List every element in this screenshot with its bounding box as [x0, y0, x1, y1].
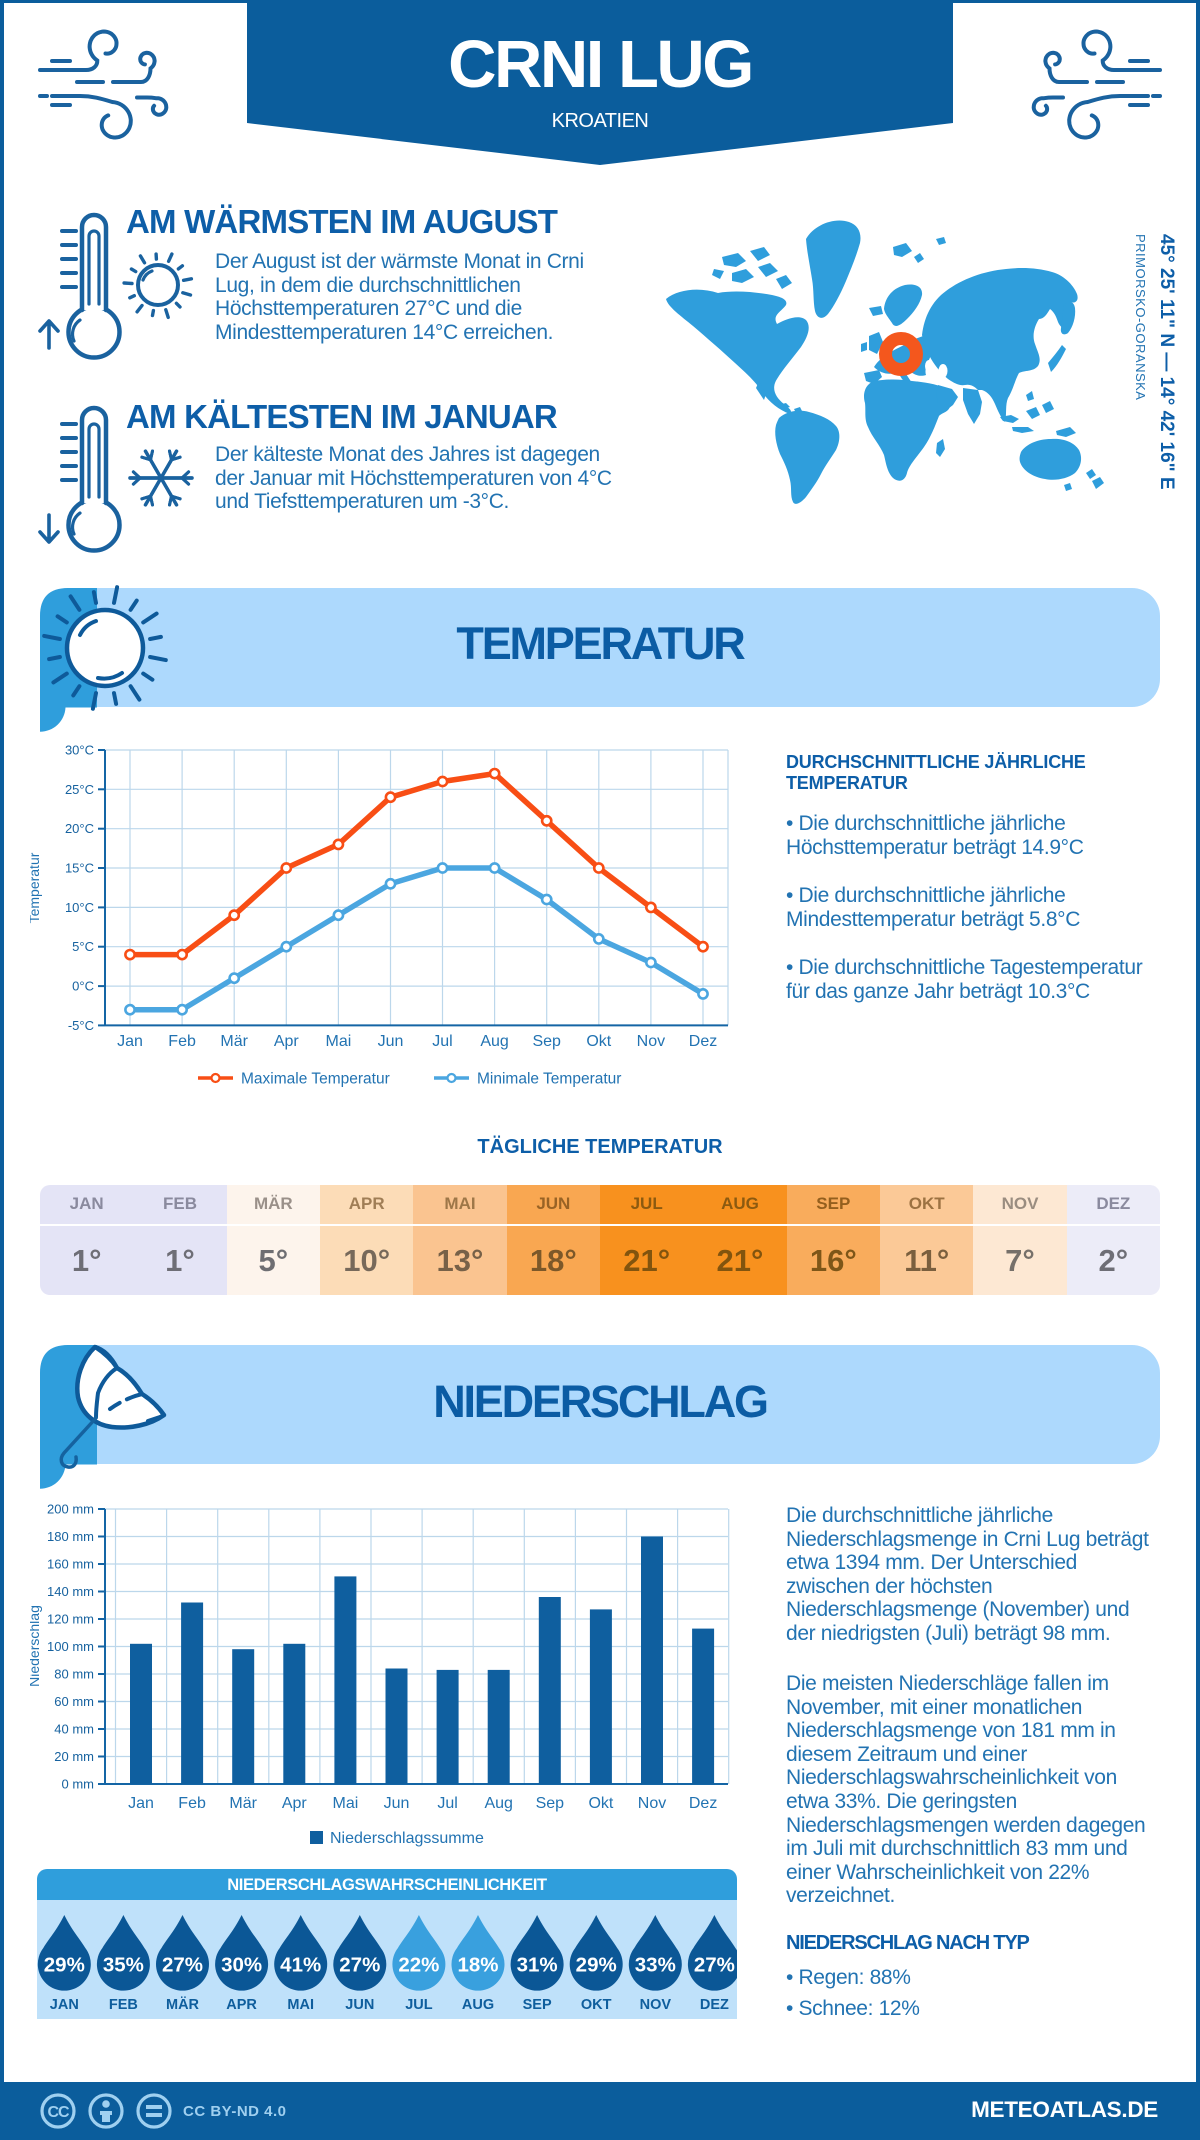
svg-text:30%: 30% — [221, 1954, 262, 1977]
svg-text:Mai: Mai — [326, 1033, 352, 1050]
svg-text:40 mm: 40 mm — [54, 1722, 94, 1737]
svg-text:Jul: Jul — [437, 1795, 457, 1812]
svg-text:200 mm: 200 mm — [47, 1502, 94, 1517]
svg-text:22%: 22% — [398, 1954, 439, 1977]
svg-text:29%: 29% — [44, 1954, 85, 1977]
svg-text:Aug: Aug — [480, 1033, 508, 1050]
svg-text:Feb: Feb — [178, 1795, 206, 1812]
svg-text:AUG: AUG — [462, 1997, 494, 2013]
svg-text:Mär: Mär — [229, 1795, 257, 1812]
svg-text:JAN: JAN — [50, 1997, 79, 2013]
svg-text:Dez: Dez — [689, 1033, 717, 1050]
svg-text:NOV: NOV — [640, 1997, 672, 2013]
svg-text:DEZ: DEZ — [700, 1997, 729, 2013]
svg-text:MÄR: MÄR — [166, 1996, 200, 2013]
svg-text:Mär: Mär — [220, 1033, 248, 1050]
svg-text:Jan: Jan — [128, 1795, 154, 1812]
svg-text:CC: CC — [47, 2104, 70, 2121]
svg-text:Niederschlag: Niederschlag — [30, 1605, 42, 1687]
svg-text:120 mm: 120 mm — [47, 1612, 94, 1627]
svg-text:20°C: 20°C — [65, 821, 94, 836]
svg-text:10°C: 10°C — [65, 900, 94, 915]
svg-text:29%: 29% — [576, 1954, 617, 1977]
svg-text:Sep: Sep — [532, 1033, 561, 1050]
svg-text:Okt: Okt — [586, 1033, 611, 1050]
svg-text:27%: 27% — [339, 1954, 380, 1977]
svg-text:APR: APR — [226, 1997, 257, 2013]
svg-text:18%: 18% — [457, 1954, 498, 1977]
svg-text:Minimale Temperatur: Minimale Temperatur — [477, 1071, 621, 1088]
svg-text:20 mm: 20 mm — [54, 1749, 94, 1764]
svg-text:Mai: Mai — [333, 1795, 359, 1812]
svg-text:33%: 33% — [635, 1954, 676, 1977]
svg-text:30°C: 30°C — [65, 743, 94, 758]
svg-text:100 mm: 100 mm — [47, 1639, 94, 1654]
svg-text:160 mm: 160 mm — [47, 1557, 94, 1572]
svg-text:15°C: 15°C — [65, 861, 94, 876]
svg-text:JUN: JUN — [345, 1997, 374, 2013]
svg-text:27%: 27% — [162, 1954, 203, 1977]
svg-text:Okt: Okt — [588, 1795, 613, 1812]
svg-text:Apr: Apr — [282, 1795, 308, 1812]
svg-text:31%: 31% — [517, 1954, 558, 1977]
svg-text:SEP: SEP — [523, 1997, 552, 2013]
svg-text:Sep: Sep — [536, 1795, 565, 1812]
svg-text:41%: 41% — [280, 1954, 321, 1977]
svg-text:Aug: Aug — [484, 1795, 512, 1812]
svg-text:0°C: 0°C — [72, 979, 94, 994]
svg-text:Jun: Jun — [384, 1795, 410, 1812]
svg-text:JUL: JUL — [405, 1997, 433, 2013]
svg-text:25°C: 25°C — [65, 782, 94, 797]
svg-text:FEB: FEB — [109, 1997, 138, 2013]
svg-text:MAI: MAI — [287, 1997, 314, 2013]
svg-text:35%: 35% — [103, 1954, 144, 1977]
svg-text:Dez: Dez — [689, 1795, 717, 1812]
svg-text:Feb: Feb — [168, 1033, 196, 1050]
svg-text:-5°C: -5°C — [68, 1018, 94, 1033]
svg-text:Jan: Jan — [117, 1033, 143, 1050]
svg-text:Temperatur: Temperatur — [30, 852, 42, 923]
svg-text:180 mm: 180 mm — [47, 1529, 94, 1544]
svg-text:80 mm: 80 mm — [54, 1667, 94, 1682]
svg-text:Nov: Nov — [638, 1795, 666, 1812]
svg-text:0 mm: 0 mm — [62, 1777, 95, 1792]
svg-text:60 mm: 60 mm — [54, 1694, 94, 1709]
svg-text:Apr: Apr — [274, 1033, 300, 1050]
svg-text:OKT: OKT — [581, 1997, 612, 2013]
svg-text:5°C: 5°C — [72, 939, 94, 954]
svg-text:Niederschlagssumme: Niederschlagssumme — [330, 1830, 484, 1847]
svg-text:Jul: Jul — [432, 1033, 452, 1050]
svg-text:140 mm: 140 mm — [47, 1584, 94, 1599]
svg-text:Maximale Temperatur: Maximale Temperatur — [241, 1071, 390, 1088]
svg-text:Jun: Jun — [378, 1033, 404, 1050]
svg-text:Nov: Nov — [637, 1033, 665, 1050]
svg-text:27%: 27% — [694, 1954, 735, 1977]
